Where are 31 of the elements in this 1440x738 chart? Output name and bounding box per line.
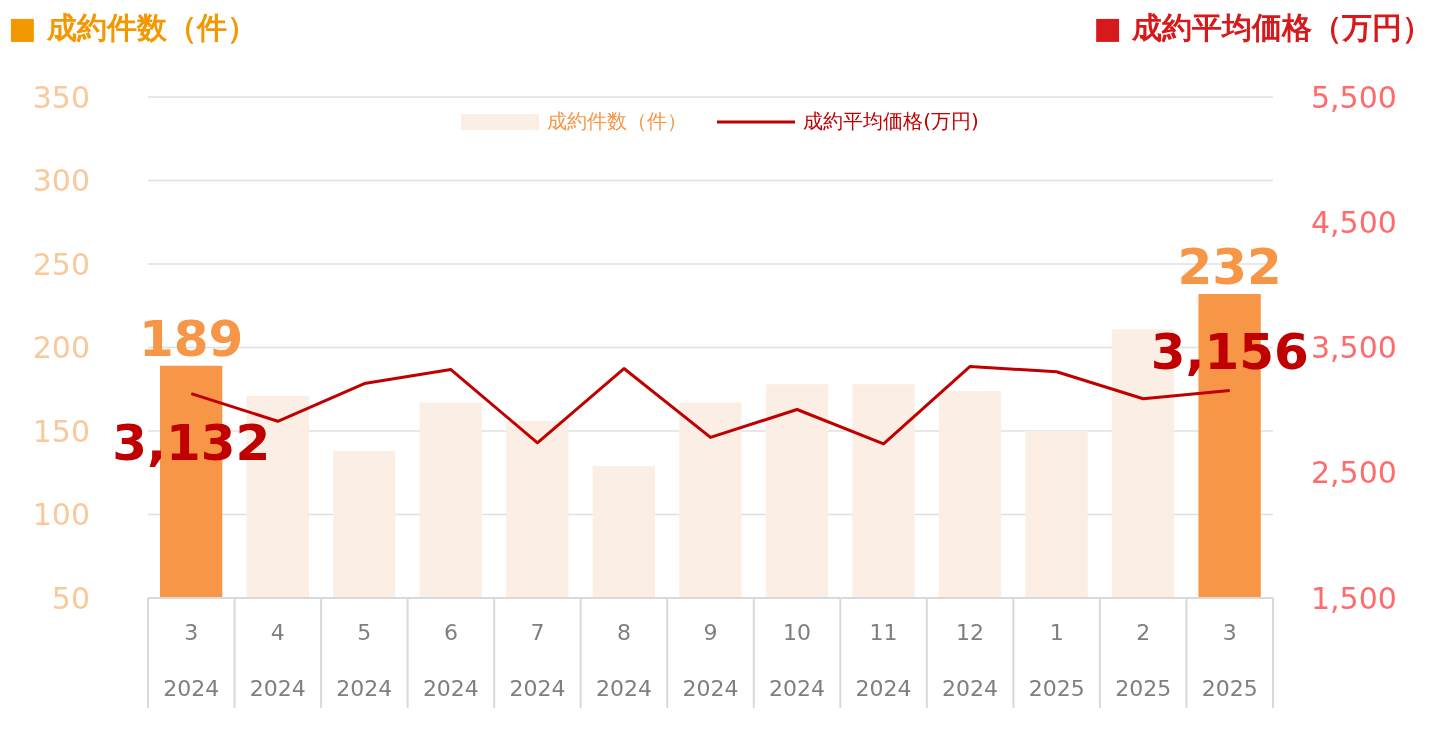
y2-tick-label: 3,500 bbox=[1311, 330, 1397, 366]
y-tick-label: 350 bbox=[32, 79, 90, 115]
category-label: 8 2024 bbox=[595, 620, 652, 701]
category-label: 1 2025 bbox=[1028, 620, 1085, 701]
y-tick-label: 150 bbox=[32, 413, 90, 449]
category-label: 11 2024 bbox=[855, 620, 912, 701]
category-label: 2 2025 bbox=[1115, 620, 1172, 701]
y2-tick-label: 2,500 bbox=[1311, 455, 1397, 491]
y2-tick-label: 5,500 bbox=[1311, 79, 1397, 115]
y2-tick-label: 4,500 bbox=[1311, 204, 1397, 240]
y2-tick-label: 1,500 bbox=[1311, 580, 1397, 616]
category-label: 12 2024 bbox=[942, 620, 999, 701]
y-tick-label: 300 bbox=[32, 163, 90, 199]
category-label: 10 2024 bbox=[769, 620, 826, 701]
y-tick-label: 250 bbox=[32, 246, 90, 282]
category-label: 5 2024 bbox=[336, 620, 393, 701]
y2-axis-title: ■ 成約平均価格（万円） bbox=[1093, 9, 1432, 47]
data-label: 232 bbox=[1177, 238, 1282, 297]
y-axis-title: ■ 成約件数（件） bbox=[8, 9, 257, 47]
data-label: 189 bbox=[138, 309, 244, 368]
category-label: 9 2024 bbox=[682, 620, 739, 701]
category-label: 6 2024 bbox=[422, 620, 479, 701]
legend-label: 成約件数（件） bbox=[547, 108, 688, 135]
category-label: 4 2024 bbox=[249, 620, 306, 701]
y-tick-label: 50 bbox=[51, 580, 90, 616]
legend-label: 成約平均価格(万円) bbox=[803, 108, 979, 135]
y-tick-label: 200 bbox=[32, 330, 90, 366]
category-label: 3 2025 bbox=[1201, 620, 1258, 701]
category-label: 7 2024 bbox=[509, 620, 566, 701]
category-label: 3 2024 bbox=[163, 620, 220, 701]
y-tick-label: 100 bbox=[32, 497, 90, 533]
